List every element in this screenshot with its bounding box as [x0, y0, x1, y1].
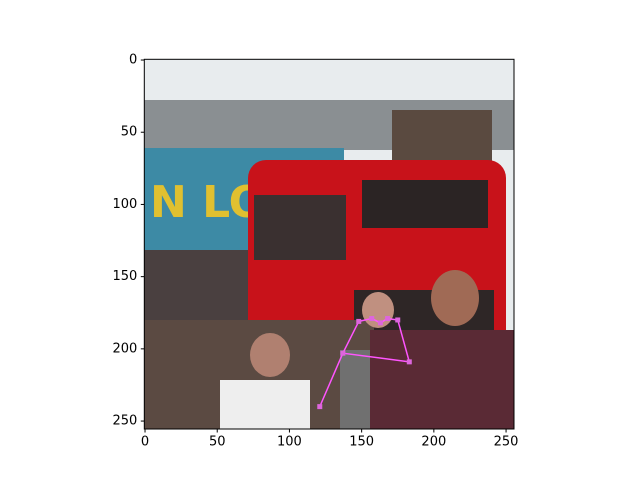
x-tick-label: 150	[349, 435, 374, 450]
keypoint	[385, 316, 391, 322]
y-tick-label: 50	[121, 125, 138, 140]
x-tick-label: 0	[141, 435, 149, 450]
y-tick-label: 100	[112, 197, 137, 212]
keypoint	[395, 317, 401, 323]
y-tick-label: 0	[129, 53, 137, 68]
x-tick-label: 250	[494, 435, 519, 450]
keypoint	[356, 318, 362, 324]
keypoint	[340, 350, 346, 356]
y-tick-label: 250	[112, 414, 137, 429]
keypoint	[377, 320, 383, 326]
y-tick-label: 200	[112, 341, 137, 356]
axes-frame	[143, 58, 515, 430]
keypoint	[406, 359, 412, 365]
photo: N LOCK	[144, 59, 514, 430]
x-tick-label: 100	[277, 435, 302, 450]
keypoint	[369, 316, 375, 322]
keypoint	[317, 404, 323, 410]
y-tick-label: 150	[112, 269, 137, 284]
x-tick-label: 50	[209, 435, 226, 450]
x-tick-label: 200	[421, 435, 446, 450]
